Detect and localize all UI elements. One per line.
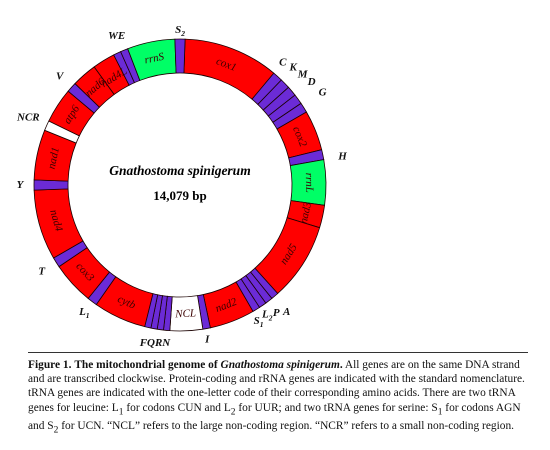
gene-label-nad3: nad3 xyxy=(298,200,315,225)
gene-label-rrnl: rrnL xyxy=(303,173,315,193)
trna-label-a: A xyxy=(282,306,290,318)
trna-label-g: G xyxy=(319,86,327,98)
figure-caption: Figure 1. The mitochondrial genome of Gn… xyxy=(28,352,528,446)
caption-text-3: for UUR; and two tRNA genes for serine: … xyxy=(235,401,438,414)
genome-size: 14,079 bp xyxy=(153,188,206,203)
caption-text-5: for UCN. “NCL” refers to the large non-c… xyxy=(58,420,514,433)
gene-label-ncl: NCL xyxy=(174,307,196,320)
trna-label-p: P xyxy=(273,307,280,319)
caption-sub-l1: 1 xyxy=(118,406,124,417)
trna-label-s2: S2 xyxy=(175,24,185,38)
trna-label-y: Y xyxy=(17,179,25,191)
trna-label-i: I xyxy=(204,334,210,346)
caption-text-4: for codons AGN and S xyxy=(28,401,521,433)
figure-number: Figure 1. xyxy=(28,359,72,371)
genome-name: Gnathostoma spinigerum xyxy=(109,163,250,178)
segment-y xyxy=(33,179,69,191)
trna-label-s1: S1 xyxy=(254,315,264,329)
figure-title-suffix: . xyxy=(339,359,343,371)
trna-label-l2: L2 xyxy=(261,308,273,322)
trna-label-l1: L1 xyxy=(78,306,89,320)
segment-s2 xyxy=(174,38,186,74)
caption-sub-l2: 2 xyxy=(230,406,236,417)
gene-label-nad4: nad4 xyxy=(47,208,65,233)
gene-label-rrns: rrnS xyxy=(144,51,166,67)
trna-label-h: H xyxy=(337,150,347,162)
caption-text-2: for codons CUN and L xyxy=(123,401,231,414)
trna-label-c: C xyxy=(279,56,287,68)
trna-label-v: V xyxy=(56,71,65,83)
figure-title-prefix: The mitochondrial genome of xyxy=(74,359,221,371)
trna-label-t: T xyxy=(38,265,46,277)
trna-label-fqrn: FQRN xyxy=(139,337,172,349)
caption-sub-s2: 2 xyxy=(53,425,59,436)
trna-label-ncr: NCR xyxy=(16,111,40,123)
trna-label-m: M xyxy=(297,69,309,81)
figure-title-species: Gnathostoma spinigerum xyxy=(220,359,340,371)
gene-label-nad1: nad1 xyxy=(46,146,62,170)
trna-label-d: D xyxy=(307,76,316,88)
caption-sub-s1: 1 xyxy=(437,406,443,417)
trna-label-we: WE xyxy=(108,30,125,42)
mitochondrial-genome-map: cox1cox2rrnLnad3nad5nad2NCLcytbcox3nad4n… xyxy=(16,24,347,349)
gene-labels: cox1cox2rrnLnad3nad5nad2NCLcytbcox3nad4n… xyxy=(46,51,315,321)
trna-label-k: K xyxy=(289,62,298,74)
genome-ring xyxy=(33,38,327,332)
caption-text-1: All genes are on the same DNA strand and… xyxy=(28,359,525,414)
